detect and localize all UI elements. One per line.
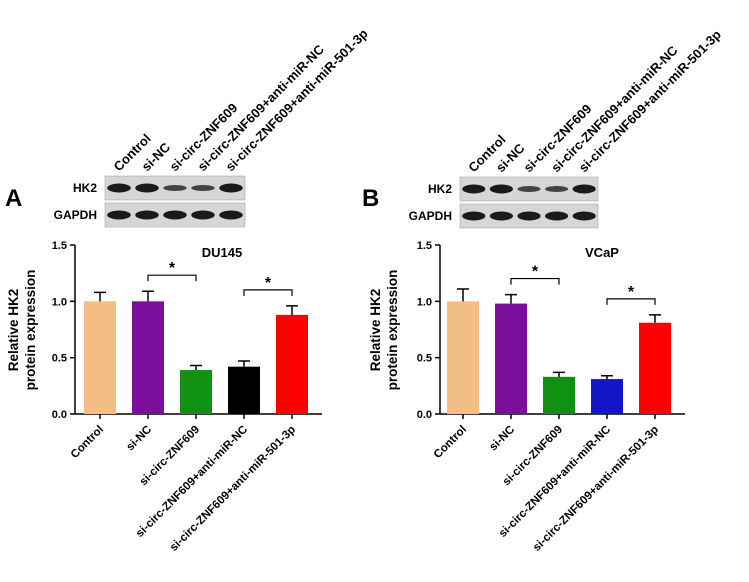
y-axis-label: Relative HK2 <box>368 289 383 372</box>
blot-band <box>219 210 243 220</box>
blot-band <box>107 183 131 193</box>
significance-bracket <box>606 298 656 305</box>
x-tick-label: si-NC <box>124 424 154 454</box>
error-bar <box>601 374 613 380</box>
lane-label: si-circ-ZNF609+anti-miR-501-3p <box>223 26 371 174</box>
error-bar <box>553 371 565 377</box>
y-axis-label: protein expression <box>23 270 38 391</box>
panel-label: A <box>5 185 22 212</box>
error-bar <box>190 364 202 371</box>
error-bar <box>94 291 106 302</box>
bar <box>276 314 308 414</box>
significance-bracket <box>147 274 197 282</box>
error-bar <box>457 288 469 302</box>
chart-title: DU145 <box>202 245 242 260</box>
y-tick-label: 0.5 <box>417 353 432 365</box>
y-tick-label: 1.0 <box>417 296 432 308</box>
blot-band <box>135 210 159 220</box>
y-tick-label: 1.5 <box>417 240 432 252</box>
blot-band <box>462 211 486 221</box>
blot-band <box>135 183 159 193</box>
x-tick-label: Control <box>432 424 469 461</box>
bar <box>180 370 212 414</box>
blot-label: HK2 <box>428 182 452 196</box>
blot-band <box>517 211 541 221</box>
blot-band <box>572 211 596 221</box>
y-tick-label: 0.0 <box>52 409 67 421</box>
bar <box>447 301 479 414</box>
error-bar <box>505 293 517 304</box>
significance-label: * <box>265 275 272 292</box>
blot-band <box>489 211 513 221</box>
lane-label: si-circ-ZNF609+anti-miR-501-3p <box>576 27 724 175</box>
chart-title: VCaP <box>585 245 619 260</box>
error-bar <box>238 360 250 367</box>
x-tick-label: si-NC <box>487 424 517 454</box>
blot-band <box>107 210 131 220</box>
bar <box>132 301 164 414</box>
y-tick-label: 0.0 <box>417 409 432 421</box>
y-tick-label: 0.5 <box>52 353 67 365</box>
blot-band <box>191 185 215 191</box>
bar <box>228 366 260 414</box>
blot-label: GAPDH <box>54 208 97 222</box>
bar <box>84 301 116 414</box>
bar <box>639 322 671 414</box>
blot-band <box>462 184 486 194</box>
blot-band <box>219 183 243 193</box>
significance-label: * <box>628 284 635 301</box>
error-bar <box>286 305 298 315</box>
lane-label: si-circ-ZNF609+anti-miR-NC <box>548 42 681 175</box>
blot-band <box>163 210 187 220</box>
error-bar <box>142 290 154 302</box>
y-tick-label: 1.5 <box>52 240 67 252</box>
bar <box>543 376 575 414</box>
blot-band <box>545 211 569 221</box>
significance-label: * <box>532 264 539 281</box>
error-bar <box>649 314 661 323</box>
blot-label: GAPDH <box>409 209 452 223</box>
lane-label: si-circ-ZNF609+anti-miR-NC <box>195 41 328 174</box>
significance-bracket <box>243 289 293 296</box>
bar <box>495 303 527 414</box>
bar <box>591 379 623 414</box>
blot-band <box>191 210 215 220</box>
blot-band <box>163 185 187 191</box>
blot-band <box>489 184 513 194</box>
significance-bracket <box>510 277 560 285</box>
blot-band <box>517 186 541 192</box>
blot-band <box>572 184 596 194</box>
panel-label: B <box>362 185 379 212</box>
y-axis-label: Relative HK2 <box>6 289 21 372</box>
blot-band <box>545 186 569 192</box>
significance-label: * <box>169 260 176 277</box>
y-axis-label: protein expression <box>385 270 400 391</box>
blot-label: HK2 <box>73 181 97 195</box>
x-tick-label: Control <box>69 424 106 461</box>
y-tick-label: 1.0 <box>52 296 67 308</box>
